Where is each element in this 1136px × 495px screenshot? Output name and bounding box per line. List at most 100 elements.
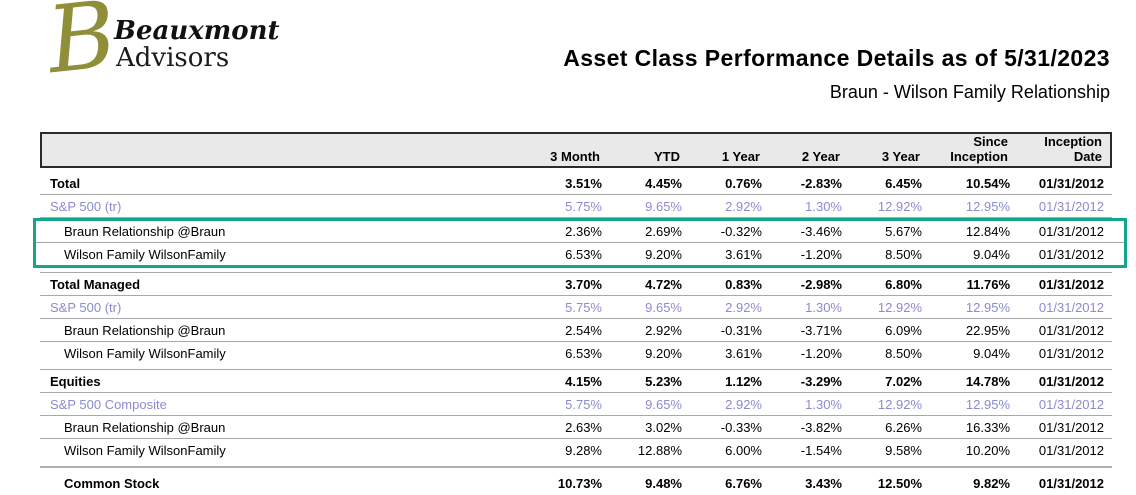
page-title: Asset Class Performance Details as of 5/… [563,45,1110,71]
cell-inception-date: 01/31/2012 [1038,198,1104,214]
cell-3month: 9.28% [565,443,602,458]
column-header-1year: 1 Year [721,149,760,164]
cell-ytd: 2.69% [645,224,682,239]
cell-inception-date: 01/31/2012 [1038,373,1104,389]
cell-3year: 12.92% [877,198,922,214]
cell-ytd: 9.48% [645,476,682,491]
cell-since-inception: 22.95% [965,322,1010,338]
cell-3month: 5.75% [565,396,602,412]
cell-since-inception: 12.84% [965,224,1010,239]
highlight-box: Braun Relationship @Braun 2.36% 2.69% -0… [33,218,1127,268]
cell-inception-date: 01/31/2012 [1038,175,1104,191]
group-separator [40,365,1112,370]
cell-3month: 10.73% [557,476,602,491]
cell-inception-date: 01/31/2012 [1038,346,1104,361]
row-label: Wilson Family WilsonFamily [64,346,226,361]
cell-3month: 2.54% [565,322,602,338]
cell-2year: -3.82% [800,419,842,435]
cell-3month: 4.15% [565,373,602,389]
cell-1year: 2.92% [725,299,762,315]
table-row-braun-highlighted: Braun Relationship @Braun 2.36% 2.69% -0… [36,221,1124,243]
column-header-2year: 2 Year [801,149,840,164]
cell-3year: 9.58% [885,443,922,458]
table-row-wilson: Wilson Family WilsonFamily 6.53% 9.20% 3… [40,342,1112,365]
cell-3month: 3.70% [565,276,602,292]
row-label: Braun Relationship @Braun [64,224,226,239]
page-subtitle: Braun - Wilson Family Relationship [829,82,1110,102]
row-label: Equities [50,373,101,389]
cell-1year: 6.76% [725,476,762,491]
cell-3month: 5.75% [565,299,602,315]
row-label: S&P 500 (tr) [50,299,122,315]
cell-3year: 8.50% [885,346,922,361]
table-row-equities: Equities 4.15% 5.23% 1.12% -3.29% 7.02% … [40,370,1112,393]
table-row-benchmark: S&P 500 (tr) 5.75% 9.65% 2.92% 1.30% 12.… [40,296,1112,319]
cell-ytd: 9.20% [645,346,682,361]
cell-inception-date: 01/31/2012 [1038,443,1104,458]
table-row-wilson: Wilson Family WilsonFamily 9.28% 12.88% … [40,439,1112,462]
cell-inception-date: 01/31/2012 [1038,396,1104,412]
cell-3year: 8.50% [885,246,922,262]
cell-since-inception: 10.20% [965,443,1010,458]
cell-3year: 5.67% [885,224,922,239]
cell-ytd: 12.88% [637,443,682,458]
logo-company-name: Beauxmont [114,16,280,46]
performance-table: 3 Month YTD 1 Year 2 Year 3 Year Since In… [33,132,1127,495]
column-header-inception-date: Inception Date [1044,134,1102,164]
cell-2year: -2.83% [800,175,842,191]
cell-since-inception: 12.95% [965,198,1010,214]
cell-3month: 5.75% [565,198,602,214]
column-header-label-spacer [42,134,505,166]
cell-ytd: 5.23% [645,373,682,389]
cell-ytd: 9.65% [645,396,682,412]
cell-1year: 1.12% [725,373,762,389]
cell-2year: -1.20% [800,246,842,262]
cell-inception-date: 01/31/2012 [1038,276,1104,292]
column-header-ytd: YTD [654,149,680,164]
cell-3year: 7.02% [885,373,922,389]
cell-3month: 2.63% [565,419,602,435]
report-header: Asset Class Performance Details as of 5/… [563,45,1110,103]
table-row-total: Total 3.51% 4.45% 0.76% -2.83% 6.45% 10.… [40,172,1112,195]
cell-2year: -1.54% [800,443,842,458]
cell-3month: 2.36% [565,224,602,239]
row-label: Wilson Family WilsonFamily [64,246,226,262]
row-label: Braun Relationship @Braun [64,419,226,435]
cell-1year: 3.61% [725,346,762,361]
cell-since-inception: 14.78% [965,373,1010,389]
cell-2year: -3.29% [800,373,842,389]
table-body: Total 3.51% 4.45% 0.76% -2.83% 6.45% 10.… [33,172,1127,495]
logo-monogram-b: B [42,0,121,95]
column-header-3year: 3 Year [881,149,920,164]
cell-3year: 6.26% [885,419,922,435]
cell-2year: -3.46% [800,224,842,239]
cell-1year: 3.61% [725,246,762,262]
cell-3month: 6.53% [565,346,602,361]
cell-ytd: 9.65% [645,198,682,214]
table-row-braun: Braun Relationship @Braun 2.54% 2.92% -0… [40,319,1112,342]
cell-3year: 12.92% [877,396,922,412]
cell-inception-date: 01/31/2012 [1038,224,1104,239]
company-logo: B Beauxmont Advisors [43,0,308,96]
cell-inception-date: 01/31/2012 [1038,476,1104,491]
cell-3month: 3.51% [565,175,602,191]
cell-ytd: 4.72% [645,276,682,292]
column-header-since-inception: Since Inception [950,134,1008,164]
row-label: Total [50,175,81,191]
row-label: Wilson Family WilsonFamily [64,443,226,458]
cell-since-inception: 11.76% [966,276,1010,292]
cell-since-inception: 16.33% [965,419,1010,435]
cell-since-inception: 12.95% [965,299,1010,315]
cell-1year: 6.00% [725,443,762,458]
cell-ytd: 9.20% [645,246,682,262]
cell-2year: 1.30% [805,299,842,315]
cell-inception-date: 01/31/2012 [1038,419,1104,435]
table-row-total-managed: Total Managed 3.70% 4.72% 0.83% -2.98% 6… [40,273,1112,296]
cell-ytd: 9.65% [645,299,682,315]
cell-1year: 0.76% [725,175,762,191]
cell-ytd: 3.02% [645,419,682,435]
cell-since-inception: 9.82% [973,476,1010,491]
table-row-benchmark: S&P 500 Composite 5.75% 9.65% 2.92% 1.30… [40,393,1112,416]
cell-3year: 12.50% [877,476,922,491]
table-header-row: 3 Month YTD 1 Year 2 Year 3 Year Since In… [40,132,1112,168]
